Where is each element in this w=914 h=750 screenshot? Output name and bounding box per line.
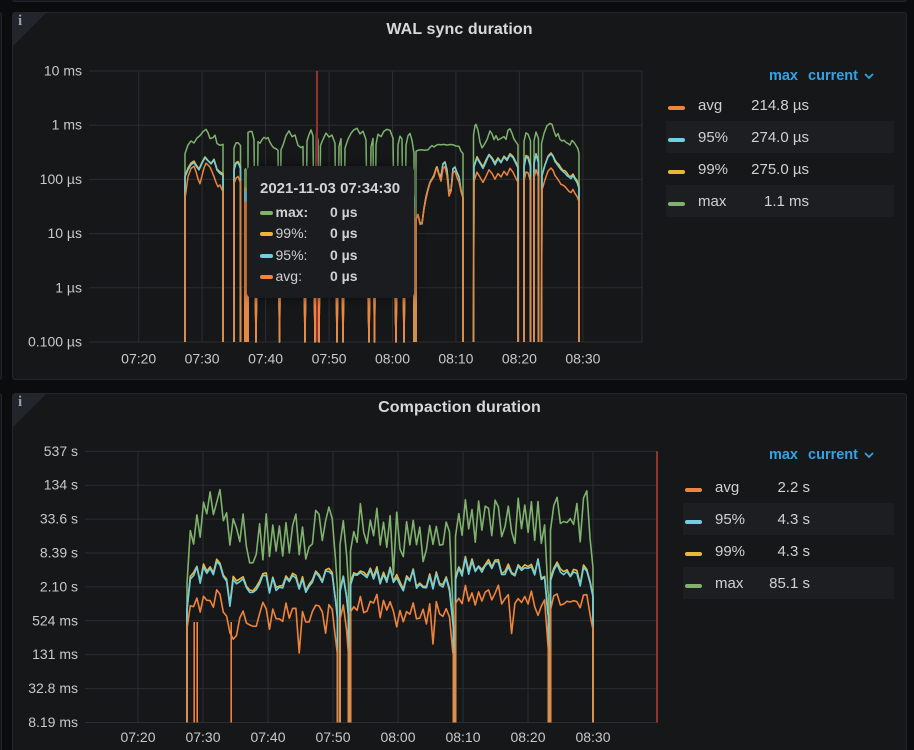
svg-text:07:30: 07:30 bbox=[185, 729, 220, 745]
svg-text:08:00: 08:00 bbox=[380, 729, 415, 745]
svg-text:07:40: 07:40 bbox=[250, 729, 285, 745]
svg-text:131 ms: 131 ms bbox=[32, 646, 78, 662]
svg-text:524 ms: 524 ms bbox=[32, 612, 78, 628]
svg-text:08:30: 08:30 bbox=[575, 729, 610, 745]
svg-text:07:30: 07:30 bbox=[185, 350, 220, 366]
svg-text:32.8 ms: 32.8 ms bbox=[28, 680, 78, 696]
svg-text:537 s: 537 s bbox=[44, 442, 78, 458]
svg-text:08:10: 08:10 bbox=[438, 350, 473, 366]
svg-text:07:50: 07:50 bbox=[312, 350, 347, 366]
svg-text:08:30: 08:30 bbox=[565, 350, 600, 366]
svg-text:10 µs: 10 µs bbox=[47, 225, 82, 241]
svg-text:8.39 s: 8.39 s bbox=[40, 544, 78, 560]
svg-text:07:20: 07:20 bbox=[120, 729, 155, 745]
svg-text:8.19 ms: 8.19 ms bbox=[28, 714, 78, 730]
svg-text:08:20: 08:20 bbox=[510, 729, 545, 745]
svg-text:07:40: 07:40 bbox=[248, 350, 283, 366]
svg-text:134 s: 134 s bbox=[44, 476, 78, 492]
svg-text:08:10: 08:10 bbox=[445, 729, 480, 745]
svg-text:1 µs: 1 µs bbox=[55, 279, 82, 295]
svg-text:07:50: 07:50 bbox=[315, 729, 350, 745]
svg-text:0.100 µs: 0.100 µs bbox=[28, 334, 82, 350]
svg-text:2.10 s: 2.10 s bbox=[40, 578, 78, 594]
svg-text:100 µs: 100 µs bbox=[40, 171, 82, 187]
svg-text:1 ms: 1 ms bbox=[52, 117, 82, 133]
svg-text:08:20: 08:20 bbox=[502, 350, 537, 366]
svg-text:10 ms: 10 ms bbox=[44, 63, 82, 79]
svg-text:33.6 s: 33.6 s bbox=[40, 510, 78, 526]
svg-text:08:00: 08:00 bbox=[375, 350, 410, 366]
svg-text:07:20: 07:20 bbox=[121, 350, 156, 366]
